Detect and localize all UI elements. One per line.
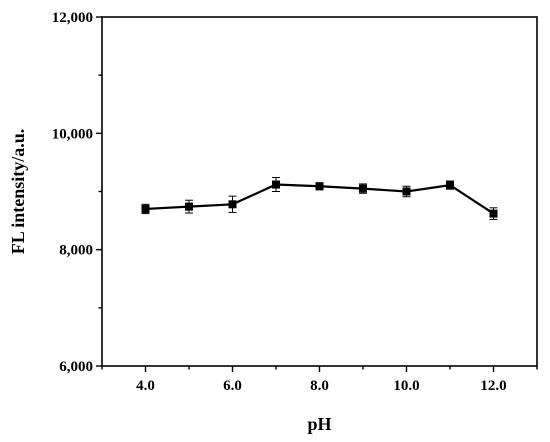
data-point-marker [228,200,237,209]
y-tick-label: 8,000 [59,243,93,259]
data-point-marker [272,180,280,189]
data-point-marker [359,184,367,193]
data-point-marker [489,209,498,218]
data-point-marker [141,204,150,213]
x-axis-ticks: 4.0 6.0 8.0 10.0 12.0 [101,366,538,394]
x-axis-title: pH [307,414,331,434]
data-point-marker [446,181,454,190]
y-axis-ticks: 6,000 8,000 10,000 12,000 [52,10,102,375]
x-tick-label: 4.0 [136,378,155,394]
y-tick-label: 6,000 [59,359,93,375]
data-point-marker [402,187,411,196]
x-tick-label: 8.0 [310,378,329,394]
x-tick-label: 10.0 [393,378,419,394]
y-axis-title: FL intensity/a.u. [8,129,28,255]
data-point-marker [315,182,324,191]
data-point-marker [185,202,193,211]
y-tick-label: 10,000 [52,126,93,142]
plot-area-frame [101,16,538,367]
y-tick-label: 12,000 [52,10,93,26]
x-tick-label: 12.0 [480,378,506,394]
series-layer [141,177,498,220]
x-tick-label: 6.0 [223,378,242,394]
